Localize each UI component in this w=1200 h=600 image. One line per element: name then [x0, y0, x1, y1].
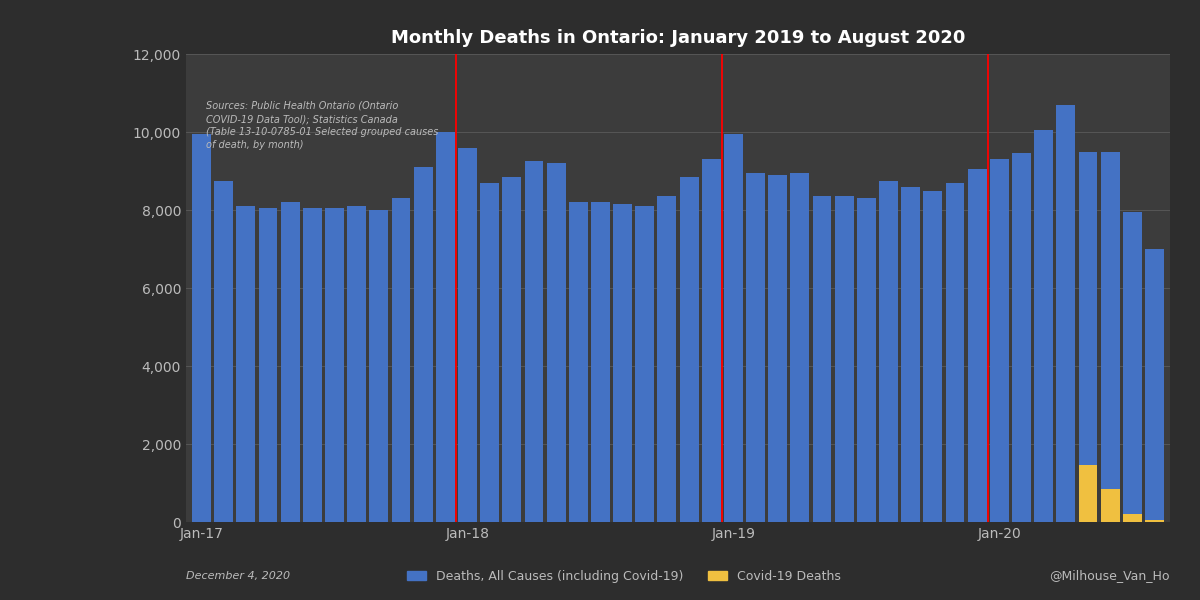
- Bar: [1012, 154, 1031, 522]
- Bar: [946, 182, 965, 522]
- Bar: [880, 181, 898, 522]
- Bar: [990, 159, 1009, 522]
- Bar: [901, 187, 920, 522]
- Bar: [1145, 249, 1164, 522]
- Bar: [835, 196, 853, 522]
- Bar: [503, 177, 521, 522]
- Text: @Milhouse_Van_Ho: @Milhouse_Van_Ho: [1050, 569, 1170, 582]
- Bar: [658, 196, 677, 522]
- Title: Monthly Deaths in Ontario: January 2019 to August 2020: Monthly Deaths in Ontario: January 2019 …: [391, 29, 965, 47]
- Bar: [791, 173, 809, 522]
- Bar: [414, 167, 432, 522]
- Bar: [1034, 130, 1054, 522]
- Bar: [436, 132, 455, 522]
- Bar: [812, 196, 832, 522]
- Bar: [1079, 151, 1098, 522]
- Bar: [1100, 489, 1120, 522]
- Bar: [1123, 514, 1141, 522]
- Bar: [1123, 212, 1141, 522]
- Text: Sources: Public Health Ontario (Ontario
COVID-19 Data Tool); Statistics Canada
(: Sources: Public Health Ontario (Ontario …: [205, 101, 438, 151]
- Bar: [391, 198, 410, 522]
- Bar: [679, 177, 698, 522]
- Bar: [1100, 151, 1120, 522]
- Bar: [458, 148, 476, 522]
- Bar: [1145, 520, 1164, 522]
- Bar: [236, 206, 256, 522]
- Bar: [569, 202, 588, 522]
- Text: December 4, 2020: December 4, 2020: [186, 571, 290, 581]
- Bar: [215, 181, 233, 522]
- Bar: [192, 134, 211, 522]
- Bar: [857, 198, 876, 522]
- Bar: [924, 191, 942, 522]
- Bar: [347, 206, 366, 522]
- Bar: [524, 161, 544, 522]
- Bar: [370, 210, 389, 522]
- Bar: [1079, 466, 1098, 522]
- Bar: [613, 204, 632, 522]
- Bar: [724, 134, 743, 522]
- Bar: [281, 202, 300, 522]
- Bar: [1056, 104, 1075, 522]
- Bar: [258, 208, 277, 522]
- Bar: [480, 182, 499, 522]
- Bar: [635, 206, 654, 522]
- Bar: [302, 208, 322, 522]
- Bar: [547, 163, 565, 522]
- Bar: [702, 159, 721, 522]
- Bar: [967, 169, 986, 522]
- Bar: [768, 175, 787, 522]
- Bar: [592, 202, 610, 522]
- Legend: Deaths, All Causes (including Covid-19), Covid-19 Deaths: Deaths, All Causes (including Covid-19),…: [402, 565, 846, 588]
- Bar: [746, 173, 764, 522]
- Bar: [325, 208, 344, 522]
